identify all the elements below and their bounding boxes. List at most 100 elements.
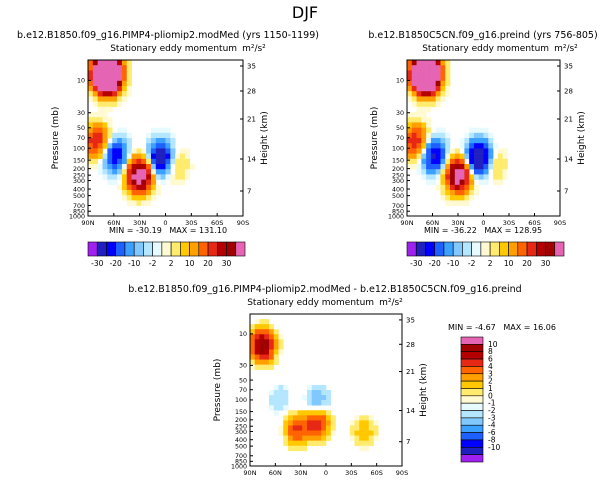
heatmap-cell: [107, 122, 113, 128]
heatmap-cell: [416, 60, 422, 66]
heatmap-cell: [102, 60, 108, 66]
heatmap-cell: [88, 148, 94, 154]
heatmap-cell: [493, 164, 499, 170]
y-tick-label: 10: [77, 78, 85, 85]
heatmap-cell: [292, 440, 298, 447]
colorbar-swatch: [508, 241, 519, 257]
heatmap-cell: [459, 169, 465, 175]
heatmap-cell: [440, 60, 446, 66]
heatmap-cell: [102, 65, 108, 71]
heatmap-cell: [131, 174, 137, 180]
heatmap-cell: [421, 65, 427, 71]
heatmap-cell: [307, 395, 313, 401]
heatmap-cell: [483, 164, 489, 170]
heatmap-cell: [493, 169, 499, 175]
heatmap-cell: [502, 164, 508, 170]
colorbar-swatch: [170, 241, 181, 257]
heatmap-cell: [469, 127, 475, 134]
panel-title: b.e12.B1850.f09_g16.PIMP4-pliomip2.modMe…: [17, 30, 319, 41]
colorbar-swatch: [462, 241, 472, 257]
heatmap-cell: [92, 158, 98, 165]
colorbar-label: -20: [110, 259, 122, 268]
heatmap-cell: [411, 96, 417, 102]
colorbar-label: -2: [488, 406, 496, 415]
heatmap-cell: [426, 117, 432, 123]
y-tick-label: 500: [392, 193, 404, 200]
y-tick-label: 30: [396, 110, 404, 117]
y-right-tick-label: 28: [406, 341, 415, 349]
heatmap-cell: [102, 117, 108, 123]
heatmap-cell: [440, 158, 446, 165]
heatmap-cell: [107, 80, 113, 87]
heatmap-cell: [445, 80, 451, 87]
colorbar-swatch: [87, 241, 98, 257]
heatmap-cell: [165, 148, 171, 154]
heatmap-cell: [426, 164, 432, 170]
y-tick-label: 400: [235, 437, 247, 444]
heatmap-cell: [302, 440, 308, 447]
heatmap-cell: [278, 349, 284, 355]
heatmap-cell: [321, 425, 327, 431]
heatmap-cell: [450, 158, 456, 165]
heatmap-cell: [354, 420, 360, 426]
heatmap-cell: [411, 132, 417, 139]
heatmap-cell: [493, 158, 499, 165]
heatmap-cell: [488, 158, 494, 165]
heatmap-cell: [146, 184, 152, 191]
heatmap-cell: [292, 435, 298, 441]
heatmap-cell: [297, 410, 303, 416]
heatmap-cell: [121, 179, 128, 186]
heatmap-cell: [430, 65, 436, 71]
heatmap-cell: [170, 158, 176, 165]
heatmap-cell: [307, 390, 313, 396]
heatmap-cell: [488, 132, 494, 139]
heatmap-cell: [273, 329, 279, 335]
heatmap-cell: [264, 319, 270, 325]
heatmap-cell: [411, 70, 417, 76]
x-tick-label: 60S: [528, 219, 540, 227]
heatmap-cell: [273, 339, 279, 345]
heatmap-cell: [473, 148, 480, 154]
heatmap-cell: [488, 148, 494, 154]
heatmap-cell: [416, 96, 422, 102]
heatmap-cell: [250, 324, 256, 330]
heatmap-cell: [459, 200, 465, 206]
heatmap-cell: [421, 86, 427, 92]
heatmap-cell: [131, 200, 137, 206]
heatmap-cell: [273, 395, 279, 401]
stats-label: MIN = -36.22 MAX = 128.95: [424, 226, 542, 235]
heatmap-cell: [184, 169, 191, 175]
heatmap-cell: [141, 153, 147, 160]
heatmap-cell: [435, 75, 441, 82]
colorbar-swatch: [545, 241, 556, 257]
heatmap-cell: [473, 138, 480, 144]
heatmap-cell: [273, 400, 279, 406]
heatmap-cell: [126, 132, 132, 139]
heatmap-cell: [435, 143, 441, 149]
heatmap-cell: [435, 164, 441, 170]
heatmap-cell: [136, 179, 142, 186]
heatmap-cell: [368, 440, 374, 447]
heatmap-cell: [411, 158, 417, 165]
heatmap-cell: [473, 153, 480, 160]
heatmap-cell: [426, 80, 432, 87]
heatmap-cell: [283, 390, 289, 396]
heatmap-cell: [141, 169, 147, 175]
heatmap-cell: [180, 169, 186, 175]
y-right-tick-label: 21: [406, 368, 415, 376]
subtitle-text: Stationary eddy momentum: [110, 44, 237, 54]
heatmap-cell: [97, 153, 103, 160]
heatmap-cell: [131, 190, 137, 196]
heatmap-cell: [464, 148, 470, 154]
heatmap-cell: [445, 143, 451, 149]
heatmap-cell: [426, 138, 432, 144]
colorbar-swatch: [406, 241, 417, 257]
colorbar-swatch: [452, 241, 463, 257]
panel-title: b.e12.B1850C5CN.f09_g16.preind (yrs 756-…: [368, 30, 597, 41]
heatmap-cell: [354, 430, 360, 436]
heatmap-cell: [373, 425, 379, 431]
heatmap-cell: [302, 445, 308, 452]
colorbar-swatch: [460, 432, 484, 441]
heatmap-cell: [440, 91, 446, 97]
heatmap-cell: [364, 415, 370, 421]
